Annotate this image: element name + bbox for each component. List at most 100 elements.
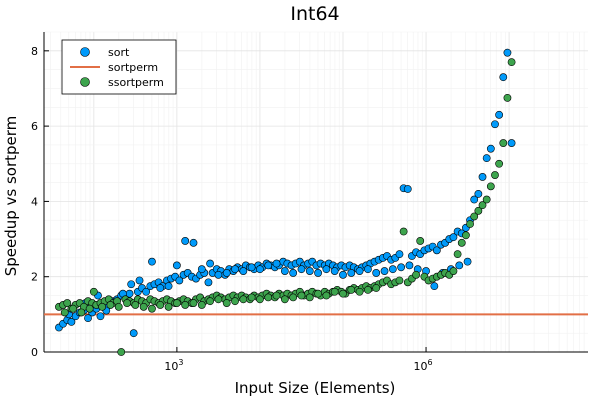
point-sort [470,195,479,204]
point-ssortperm [214,295,223,304]
point-sort [247,263,256,272]
point-ssortperm [222,299,231,307]
legend-label-sortperm: sortperm [108,61,158,74]
point-ssortperm [486,182,495,191]
point-ssortperm [449,267,458,275]
point-ssortperm [462,231,470,240]
point-ssortperm [466,220,474,228]
point-ssortperm [98,302,107,311]
point-sort [231,265,239,274]
point-ssortperm [172,299,181,307]
point-sort [129,329,138,338]
point-sort [305,267,314,275]
legend-swatch-sort [80,47,90,57]
legend-label-sort: sort [108,46,130,59]
point-ssortperm [322,291,331,300]
point-sort [403,185,412,193]
point-ssortperm [495,159,504,168]
point-sort [297,265,306,274]
point-sort [482,154,491,163]
point-ssortperm [85,304,94,313]
point-sort [84,314,92,323]
point-ssortperm [197,301,206,309]
point-sort [142,287,151,296]
point-sort [405,261,414,270]
point-ssortperm [60,308,69,317]
point-sort [322,265,331,274]
point-sort [127,280,136,289]
point-ssortperm [395,276,404,285]
point-sort [172,261,181,270]
point-sort [314,269,322,277]
point-sort [181,237,190,245]
point-sort [222,269,231,277]
point-ssortperm [507,58,516,67]
point-ssortperm [89,287,98,296]
point-ssortperm [499,139,508,147]
point-ssortperm [280,295,289,304]
point-ssortperm [364,285,372,294]
point-sort [449,233,458,242]
y-tick-label: 2 [31,271,38,284]
point-sort [486,144,495,153]
point-ssortperm [247,293,256,302]
point-ssortperm [482,195,491,204]
point-sort [330,267,339,275]
x-axis-title: Input Size (Elements) [235,379,396,397]
point-ssortperm [148,304,156,313]
point-sort [380,267,389,275]
point-ssortperm [289,293,298,302]
point-ssortperm [339,289,347,298]
point-ssortperm [330,287,339,296]
point-sort [507,139,516,147]
point-sort [67,317,76,326]
y-axis-title: Speedup vs sortperm [2,116,20,277]
point-ssortperm [164,302,173,311]
point-ssortperm [156,301,165,309]
point-ssortperm [372,284,381,292]
point-sort [463,257,472,266]
point-ssortperm [272,291,281,300]
point-sort [478,173,487,181]
point-ssortperm [457,238,466,247]
point-sort [339,270,347,279]
point-ssortperm [256,295,264,304]
point-ssortperm [474,206,483,215]
point-ssortperm [114,302,123,311]
x-tick-label: 103 [164,358,183,373]
y-tick-label: 0 [31,346,38,359]
point-ssortperm [231,297,239,306]
point-ssortperm [470,212,479,221]
point-sort [175,276,184,285]
point-ssortperm [69,304,77,313]
chart-title: Int64 [290,3,339,25]
point-ssortperm [77,308,86,317]
point-ssortperm [305,293,314,302]
point-sort [239,267,248,275]
point-ssortperm [189,299,198,307]
point-ssortperm [491,171,499,179]
point-sort [372,269,381,277]
point-sort [395,250,404,259]
point-ssortperm [412,270,420,279]
point-sort [280,267,289,275]
point-sort [272,259,281,268]
legend-label-ssortperm: ssortperm [108,76,164,89]
point-ssortperm [347,285,356,294]
point-ssortperm [314,289,322,298]
point-sort [264,261,273,270]
point-sort [397,263,406,272]
point-sort [156,284,165,292]
point-ssortperm [478,201,487,210]
y-tick-label: 6 [31,120,38,133]
point-ssortperm [416,237,425,245]
point-ssortperm [264,293,273,302]
point-sort [214,270,223,279]
point-ssortperm [131,301,140,309]
point-ssortperm [399,227,408,236]
point-ssortperm [297,291,306,300]
point-ssortperm [206,297,215,306]
point-sort [189,238,198,247]
